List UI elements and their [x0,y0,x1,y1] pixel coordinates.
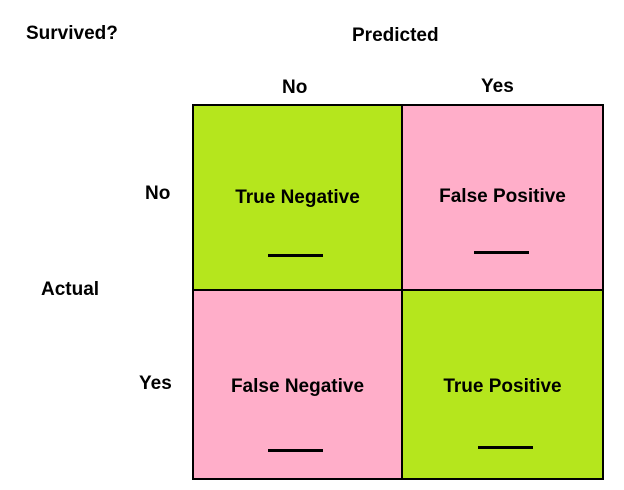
true-positive-label: True Positive [443,376,562,397]
predicted-yes-label: Yes [481,76,514,97]
actual-no-label: No [145,183,171,204]
false-negative-label: False Negative [230,376,365,397]
answer-blank-line [268,449,323,452]
actual-yes-label: Yes [139,373,172,394]
actual-axis-label: Actual [41,279,100,300]
true-positive-cell: True Positive [403,291,602,478]
true-negative-label: True Negative [235,187,360,208]
false-negative-cell: False Negative [194,291,403,478]
confusion-matrix: True Negative False Positive False Negat… [192,104,604,480]
answer-blank-line [268,254,323,257]
diagram-title: Survived? [26,23,118,44]
answer-blank-line [478,446,533,449]
predicted-no-label: No [282,77,308,98]
false-positive-label: False Positive [439,186,566,207]
true-negative-cell: True Negative [194,106,403,291]
false-positive-cell: False Positive [403,106,602,291]
predicted-axis-label: Predicted [352,25,439,46]
answer-blank-line [474,251,529,254]
